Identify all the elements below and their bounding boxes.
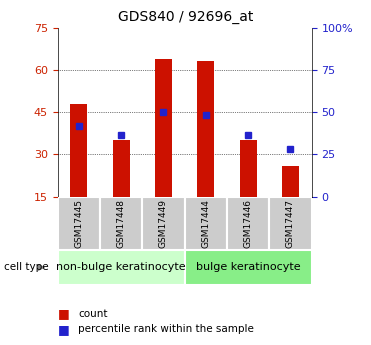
Bar [142,197,185,250]
Text: bulge keratinocyte: bulge keratinocyte [196,263,301,272]
Bar [70,104,87,197]
Text: count: count [78,309,108,319]
Bar [58,250,185,285]
Text: GSM17448: GSM17448 [116,199,125,248]
Text: ■: ■ [58,323,69,336]
Text: GSM17447: GSM17447 [286,199,295,248]
Bar [185,197,227,250]
Bar [240,140,257,197]
Bar [269,197,312,250]
Bar [155,59,172,197]
Bar [112,140,129,197]
Bar [197,61,214,197]
Text: GSM17445: GSM17445 [74,199,83,248]
Text: GDS840 / 92696_at: GDS840 / 92696_at [118,10,253,24]
Text: non-bulge keratinocyte: non-bulge keratinocyte [56,263,186,272]
Text: ■: ■ [58,307,69,321]
Text: percentile rank within the sample: percentile rank within the sample [78,325,254,334]
Text: GSM17449: GSM17449 [159,199,168,248]
Bar [58,197,100,250]
Text: GSM17444: GSM17444 [201,199,210,248]
Bar [227,197,269,250]
Text: cell type: cell type [4,263,48,272]
Bar [282,166,299,197]
Text: GSM17446: GSM17446 [244,199,253,248]
Bar [185,250,312,285]
Bar [100,197,142,250]
